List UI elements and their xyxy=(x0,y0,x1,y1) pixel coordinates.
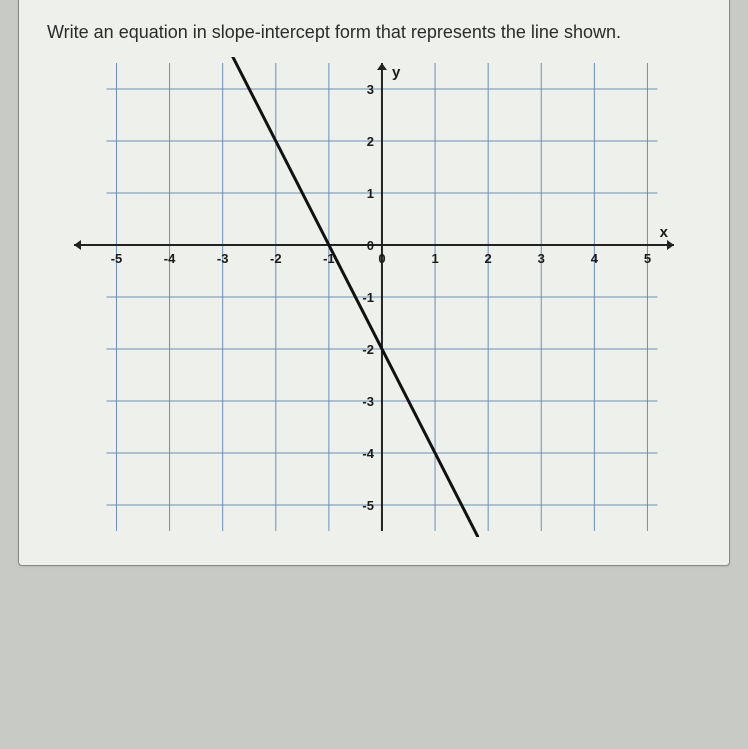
axis-arrow xyxy=(667,240,674,250)
x-tick-label: 1 xyxy=(431,251,438,266)
x-tick-label: 4 xyxy=(591,251,599,266)
x-axis-label: x xyxy=(660,224,669,241)
x-tick-label: 5 xyxy=(644,251,651,266)
x-tick-label: -5 xyxy=(111,251,123,266)
axis-arrow xyxy=(74,240,81,250)
x-tick-label: -4 xyxy=(164,251,176,266)
chart-container: -5-4-3-2-1012345-5-4-3-2-10123xy xyxy=(47,57,701,537)
y-tick-label: -4 xyxy=(362,446,374,461)
y-tick-label: 1 xyxy=(367,186,374,201)
x-tick-label: 3 xyxy=(538,251,545,266)
x-tick-label: -3 xyxy=(217,251,229,266)
axis-arrow xyxy=(377,63,387,70)
y-tick-label: 2 xyxy=(367,134,374,149)
x-tick-label: 0 xyxy=(378,251,385,266)
y-tick-label: 3 xyxy=(367,82,374,97)
y-tick-label: -1 xyxy=(362,290,374,305)
question-card: Write an equation in slope-intercept for… xyxy=(18,0,730,566)
y-tick-label: -5 xyxy=(362,498,374,513)
y-axis-label: y xyxy=(392,64,401,81)
x-tick-label: -2 xyxy=(270,251,282,266)
line-chart: -5-4-3-2-1012345-5-4-3-2-10123xy xyxy=(64,57,684,537)
y-tick-label: -2 xyxy=(362,342,374,357)
question-prompt: Write an equation in slope-intercept for… xyxy=(47,22,701,43)
x-tick-label: 2 xyxy=(485,251,492,266)
y-tick-label: -3 xyxy=(362,394,374,409)
y-tick-label: 0 xyxy=(367,238,374,253)
